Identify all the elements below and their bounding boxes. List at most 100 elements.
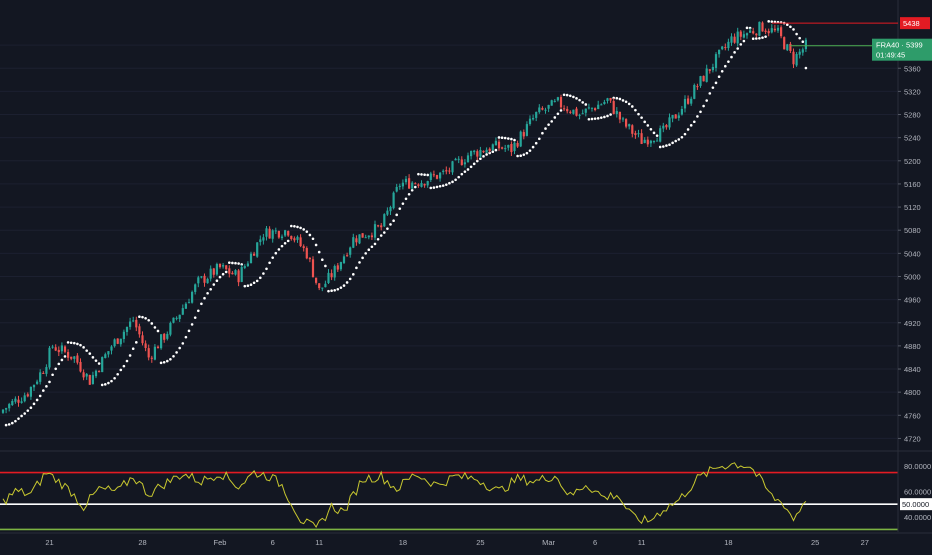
- sar-dot: [435, 185, 439, 189]
- candle-body: [107, 351, 110, 355]
- candle-body: [581, 113, 584, 115]
- sar-dot: [376, 237, 380, 241]
- candle-body: [113, 339, 116, 347]
- price-tick-label: 5160: [904, 180, 921, 189]
- sar-dot: [711, 86, 715, 89]
- sar-dot: [76, 342, 79, 346]
- sar-dot: [730, 55, 733, 59]
- sar-dot: [249, 283, 253, 287]
- candle-body: [218, 263, 222, 268]
- candle-body: [553, 100, 556, 102]
- sar-dot: [373, 242, 377, 246]
- sar-dot: [708, 92, 712, 95]
- candle-body: [649, 140, 652, 144]
- sar-dot: [544, 127, 547, 130]
- sar-dot: [714, 81, 718, 85]
- sar-dot: [717, 75, 721, 79]
- candle-body: [253, 253, 256, 256]
- candle-body: [426, 181, 429, 186]
- candle-body: [212, 268, 215, 275]
- candle-body: [101, 357, 104, 373]
- sar-dot: [342, 284, 346, 287]
- sar-dot: [683, 132, 687, 136]
- sar-dot: [45, 385, 48, 388]
- sar-dot: [296, 225, 299, 229]
- candle-body: [14, 398, 17, 402]
- sar-dot: [748, 26, 752, 30]
- sar-dot: [792, 28, 795, 31]
- sar-dot: [88, 352, 92, 355]
- sar-dot: [736, 47, 739, 50]
- sar-dot: [11, 421, 14, 425]
- price-tick-label: 4720: [904, 434, 921, 443]
- sar-dot: [23, 412, 27, 415]
- candle-body: [209, 268, 212, 279]
- candle-body: [674, 114, 677, 119]
- candle-body: [234, 270, 237, 275]
- sar-dot: [286, 239, 290, 243]
- price-tick-label: 5080: [904, 226, 921, 235]
- sar-dot: [110, 379, 113, 383]
- candle-body: [718, 49, 721, 55]
- price-tick-label: 5360: [904, 64, 921, 73]
- candle-body: [532, 118, 535, 120]
- candle-body: [60, 345, 63, 352]
- candle-body: [510, 143, 513, 153]
- candle-body: [494, 140, 497, 146]
- candle-body: [736, 31, 739, 44]
- sar-dot: [246, 284, 250, 288]
- sar-dot: [131, 347, 135, 351]
- candle-body: [724, 47, 727, 49]
- sar-dot: [655, 134, 659, 137]
- sar-dot: [649, 127, 653, 131]
- candle-body: [429, 173, 432, 181]
- candle-body: [296, 236, 299, 240]
- sar-dot: [336, 287, 340, 291]
- sar-dot: [699, 110, 702, 114]
- candle-body: [696, 86, 699, 88]
- candle-body: [367, 235, 370, 238]
- sar-dot: [463, 170, 467, 173]
- candle-body: [786, 44, 789, 51]
- sar-dot: [693, 120, 696, 124]
- sar-dot: [603, 115, 606, 119]
- candle-body: [445, 170, 448, 172]
- sar-dot: [277, 248, 281, 251]
- sar-dot: [606, 114, 609, 118]
- price-tick-label: 5240: [904, 134, 921, 143]
- sar-dot: [218, 275, 222, 279]
- candle-body: [491, 144, 494, 151]
- candle-body: [795, 54, 798, 66]
- candle-body: [327, 272, 330, 284]
- candle-body: [63, 346, 67, 352]
- candle-body: [522, 132, 525, 137]
- candle-body: [349, 247, 352, 255]
- candle-body: [23, 395, 26, 402]
- sar-dot: [32, 402, 36, 406]
- sar-dot: [637, 112, 640, 116]
- candle-body: [355, 238, 358, 243]
- candle-body: [414, 183, 417, 185]
- sar-dot: [494, 148, 498, 152]
- candle-body: [370, 235, 373, 238]
- candle-body: [408, 178, 411, 189]
- candle-body: [451, 161, 454, 173]
- candle-body: [268, 228, 271, 239]
- candle-body: [711, 67, 714, 71]
- last-price-text: FRA40 · 5399: [876, 41, 923, 50]
- sar-dot: [423, 173, 426, 177]
- candle-body: [535, 111, 538, 118]
- sar-dot: [293, 224, 296, 228]
- candle-body: [767, 30, 770, 34]
- sar-dot: [798, 36, 801, 40]
- candle-body: [643, 139, 646, 143]
- sar-dot: [156, 329, 160, 333]
- osc-value-text: 50.0000: [902, 500, 929, 509]
- candle-body: [473, 150, 476, 153]
- candle-body: [656, 140, 659, 142]
- candle-body: [79, 361, 82, 372]
- candle-body: [352, 237, 355, 248]
- sar-dot: [178, 346, 181, 350]
- sar-dot: [531, 145, 535, 149]
